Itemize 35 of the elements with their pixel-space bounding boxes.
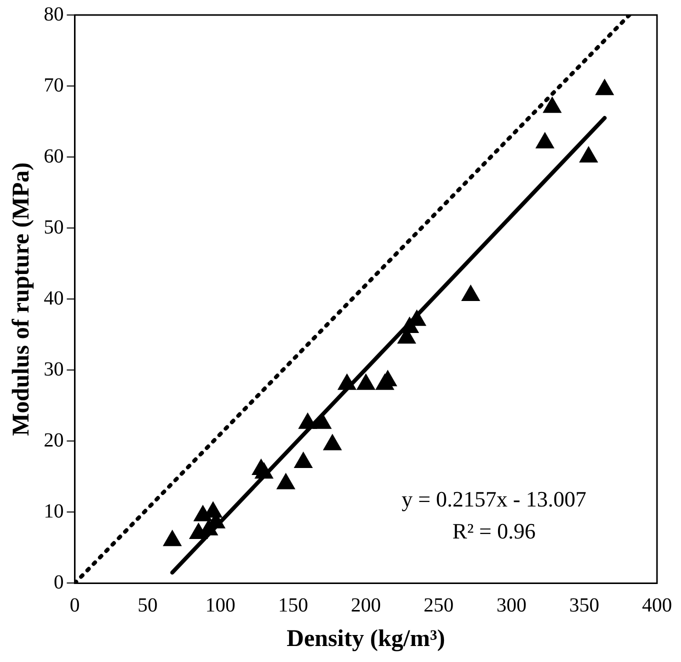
x-tick-label: 300	[496, 594, 526, 616]
point	[276, 473, 296, 490]
x-tick-label: 250	[424, 594, 454, 616]
point	[298, 412, 317, 429]
y-tick-label: 20	[44, 429, 64, 452]
y-tick-label: 80	[44, 3, 64, 26]
y-tick-label: 70	[44, 74, 64, 96]
y-tick-label: 50	[44, 216, 64, 238]
x-tick-label: 100	[205, 594, 236, 616]
point	[356, 374, 376, 390]
x-tick-label: 150	[278, 594, 308, 616]
point	[338, 374, 356, 390]
y-axis-title: Modulus of rupture (MPa)	[8, 162, 35, 436]
y-tick-label: 30	[44, 358, 64, 380]
point	[254, 462, 274, 479]
x-tick-label: 50	[138, 594, 158, 616]
x-tick-label: 0	[70, 594, 80, 616]
point	[323, 434, 342, 450]
point	[595, 79, 614, 96]
point	[536, 132, 554, 148]
x-axis-title: Density (kg/m³)	[286, 626, 446, 652]
point	[462, 285, 480, 302]
x-tick-label: 400	[642, 594, 672, 616]
y-tick-label: 40	[44, 287, 64, 310]
point	[294, 452, 312, 468]
x-tick-label: 350	[569, 594, 600, 616]
y-tick-label: 0	[54, 571, 64, 594]
y-tick-label: 60	[44, 145, 64, 168]
y-tick-label: 10	[44, 500, 64, 522]
point	[163, 530, 182, 546]
annotation: R² = 0.96	[452, 518, 536, 544]
annotation: y = 0.2157x - 13.007	[402, 486, 586, 512]
point	[543, 96, 562, 113]
point	[579, 146, 598, 163]
x-tick-label: 200	[350, 594, 381, 616]
